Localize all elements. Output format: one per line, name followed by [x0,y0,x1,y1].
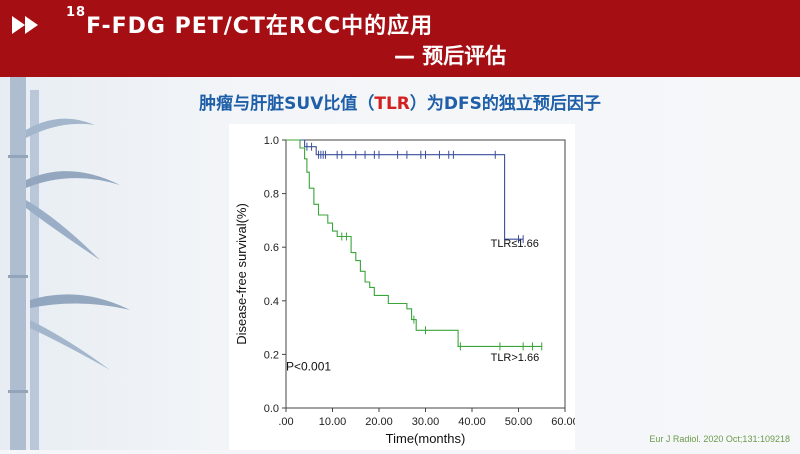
y-tick-label: 0.0 [264,403,279,415]
title-main-text: F-FDG PET/CT在RCC中的应用 [86,14,434,39]
x-tick-label: 10.00 [319,416,347,428]
series-line-2 [286,139,542,347]
chart-subtitle: 肿瘤与肝脏SUV比值（TLR）为DFS的独立预后因子 [0,89,800,114]
y-tick-label: 0.8 [264,189,279,201]
x-tick-label: 30.00 [412,416,440,428]
x-tick-label: 40.00 [458,416,486,428]
subtitle-part1: 肿瘤与肝脏SUV比值（ [199,94,375,114]
y-tick-label: 0.4 [264,296,279,308]
y-tick-label: 0.2 [264,349,279,361]
x-tick-label: .00 [278,416,293,428]
curve-label: TLR≤1.66 [491,238,539,250]
x-tick-label: 50.00 [505,416,533,428]
x-tick-label: 20.00 [365,416,393,428]
series-line-1 [286,139,524,240]
title-bar: 18F-FDG PET/CT在RCC中的应用 — 预后评估 [0,0,800,77]
y-tick-label: 1.0 [264,135,279,147]
x-tick-label: 60.00 [551,416,575,428]
km-survival-chart: 0.0 0.2 0.4 0.6 0.8 1.0 .00 10.00 20.00 30.00 40.0… [234,135,579,446]
citation: Eur J Radiol. 2020 Oct;131:109218 [649,434,790,444]
play-arrows-icon [12,16,38,34]
x-axis-label: Time(months) [386,431,466,446]
title-superscript: 18 [66,5,87,20]
y-axis-label: Disease-free survival(%) [234,203,249,345]
y-tick-label: 0.6 [264,242,279,254]
curve-label: TLR>1.66 [491,352,540,364]
slide-title-sub: — 预后评估 [394,44,507,68]
bamboo-decoration [8,70,130,450]
slide-title: 18F-FDG PET/CT在RCC中的应用 [66,5,434,40]
km-chart-panel: 0.0 0.2 0.4 0.6 0.8 1.0 .00 10.00 20.00 30.00 40.0… [229,124,579,450]
p-value-annotation: P<0.001 [286,359,331,373]
subtitle-part2: ）为DFS的独立预后因子 [409,94,601,114]
subtitle-highlight: TLR [374,94,410,114]
